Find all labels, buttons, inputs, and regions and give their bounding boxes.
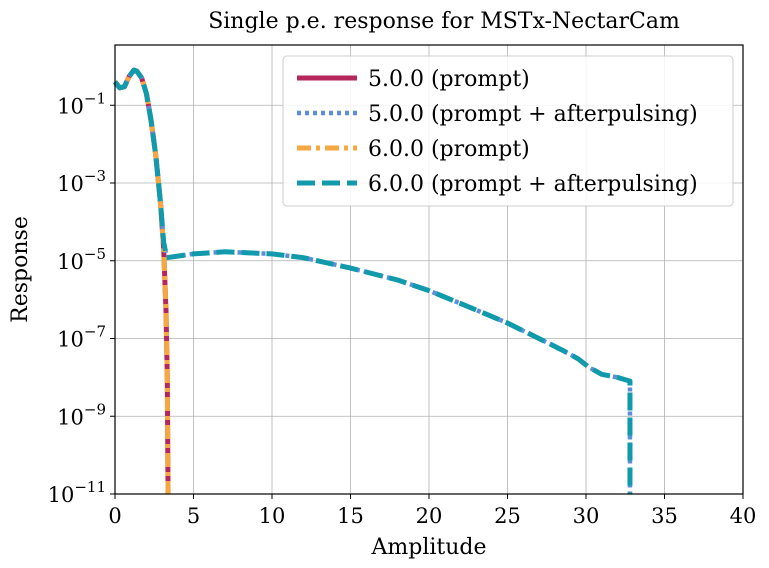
y-tick-label: 10−9	[57, 400, 106, 429]
x-axis: 0 5 10 15 20 25 30 35 40	[108, 494, 756, 528]
x-tick-label: 5	[187, 504, 200, 528]
legend: 5.0.0 (prompt) 5.0.0 (prompt + afterpulsi…	[282, 55, 734, 207]
chart-title: Single p.e. response for MSTx-NectarCam	[208, 9, 680, 34]
legend-box	[282, 55, 734, 207]
series-line-4	[113, 67, 633, 494]
y-axis-label: Response	[8, 216, 33, 323]
legend-label-3: 6.0.0 (prompt)	[368, 137, 530, 162]
y-tick-label: 10−1	[57, 89, 106, 118]
y-tick-label: 10−5	[57, 245, 106, 274]
y-tick-label: 10−3	[57, 167, 106, 196]
y-tick-label: 10−11	[48, 478, 106, 507]
legend-label-2: 5.0.0 (prompt + afterpulsing)	[368, 102, 698, 127]
series-line-3	[113, 67, 171, 495]
x-tick-label: 30	[573, 504, 600, 528]
x-tick-label: 20	[416, 504, 443, 528]
series-line-1	[113, 67, 171, 495]
x-tick-label: 10	[259, 504, 286, 528]
legend-label-4: 6.0.0 (prompt + afterpulsing)	[368, 172, 698, 197]
x-axis-label: Amplitude	[370, 535, 486, 560]
x-tick-label: 35	[651, 504, 678, 528]
x-tick-label: 0	[108, 504, 121, 528]
y-axis: 10−11 10−9 10−7 10−5 10−3 10−1	[48, 89, 115, 507]
x-tick-label: 25	[494, 504, 521, 528]
x-tick-label: 15	[337, 504, 364, 528]
y-tick-label: 10−7	[57, 323, 106, 352]
series-group	[113, 67, 633, 495]
x-tick-label: 40	[730, 504, 757, 528]
legend-label-1: 5.0.0 (prompt)	[368, 67, 530, 92]
